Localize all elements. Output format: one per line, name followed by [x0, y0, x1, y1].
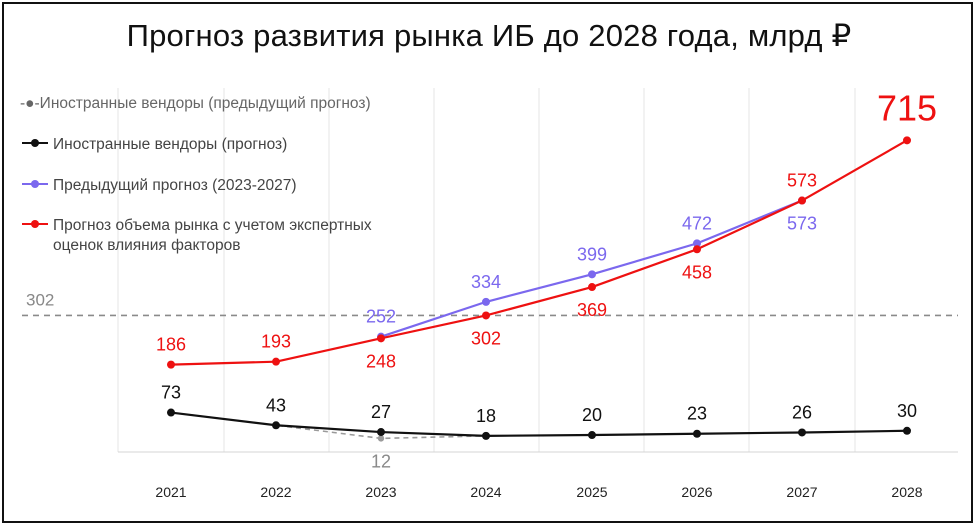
market-forecast-point-2021	[167, 360, 175, 369]
market-forecast-point-2025	[588, 283, 596, 292]
foreign-forecast-point-2023	[377, 428, 385, 437]
legend-entry-previous-forecast-text: Предыдущий прогноз (2023-2027)	[53, 177, 297, 194]
previous-forecast-point-2025	[588, 270, 596, 279]
foreign-forecast-label-2026: 23	[687, 404, 707, 424]
x-tick-label-2023: 2023	[365, 484, 396, 500]
x-tick-label-2025: 2025	[576, 484, 607, 500]
foreign-forecast-label-2025: 20	[582, 405, 602, 425]
x-tick-label-2022: 2022	[260, 484, 291, 500]
foreign-forecast-label-2023: 27	[371, 402, 391, 422]
previous-forecast-label-2023: 252	[366, 307, 396, 327]
market-forecast-point-2022	[272, 357, 280, 366]
foreign-forecast-point-2025	[588, 431, 596, 440]
foreign-prev-forecast-label-2023: 12	[371, 451, 391, 471]
legend-entry-foreign-forecast-marker	[31, 139, 39, 147]
foreign-forecast-label-2024: 18	[476, 406, 496, 426]
market-forecast-point-2027	[798, 196, 806, 205]
legend-entry-foreign-forecast-text: Иностранные вендоры (прогноз)	[53, 136, 287, 153]
x-tick-label-2024: 2024	[470, 484, 501, 500]
legend-entry-previous-forecast-marker	[31, 180, 39, 188]
market-forecast-point-2024	[482, 311, 490, 320]
legend-entry-foreign-prev: -●-Иностранные вендоры (предыдущий прогн…	[20, 95, 371, 112]
x-tick-label-2027: 2027	[786, 484, 817, 500]
legend-entry-market-forecast-text: Прогноз объема рынка с учетом экспертных…	[53, 217, 372, 254]
foreign-prev-forecast-point-2023	[377, 435, 385, 442]
legend-entry-market-forecast-marker	[31, 220, 39, 228]
foreign-forecast-point-2026	[693, 429, 701, 438]
chart-title: Прогноз развития рынка ИБ до 2028 года, …	[126, 18, 852, 53]
market-forecast-line	[170, 139, 908, 366]
x-tick-label-2021: 2021	[155, 484, 186, 500]
market-forecast-label-2024: 302	[471, 328, 501, 348]
foreign-forecast-point-2022	[272, 421, 280, 430]
foreign-forecast-label-2027: 26	[792, 402, 812, 422]
foreign-forecast-label-2022: 43	[266, 395, 286, 415]
previous-forecast-label-2027: 573	[787, 214, 817, 234]
x-tick-label-2026: 2026	[681, 484, 712, 500]
previous-forecast-label-2024: 334	[471, 272, 501, 292]
market-forecast-label-2027: 573	[787, 171, 817, 191]
market-forecast-label-2022: 193	[261, 332, 291, 352]
x-tick-label-2028: 2028	[891, 484, 922, 500]
foreign-forecast-point-2027	[798, 428, 806, 437]
foreign-forecast-label-2021: 73	[161, 383, 181, 403]
previous-forecast-label-2026: 472	[682, 213, 712, 233]
market-forecast-point-2026	[693, 245, 701, 254]
reference-line-label: 302	[26, 290, 54, 309]
previous-forecast-point-2026	[693, 239, 701, 248]
market-forecast-point-2023	[377, 334, 385, 343]
foreign-forecast-line	[170, 411, 908, 437]
market-forecast-label-2023: 248	[366, 351, 396, 371]
market-forecast-label-2028: 715	[877, 87, 937, 128]
market-forecast-label-2025: 369	[577, 300, 607, 320]
foreign-forecast-label-2028: 30	[897, 401, 917, 421]
foreign-forecast-point-2028	[903, 426, 911, 435]
previous-forecast-point-2024	[482, 297, 490, 306]
market-forecast-label-2021: 186	[156, 335, 186, 355]
foreign-prev-forecast-line	[170, 411, 487, 440]
foreign-forecast-point-2024	[482, 431, 490, 440]
market-forecast-label-2026: 458	[682, 262, 712, 282]
previous-forecast-label-2025: 399	[577, 244, 607, 264]
market-forecast-point-2028	[903, 136, 911, 145]
foreign-forecast-point-2021	[167, 408, 175, 417]
